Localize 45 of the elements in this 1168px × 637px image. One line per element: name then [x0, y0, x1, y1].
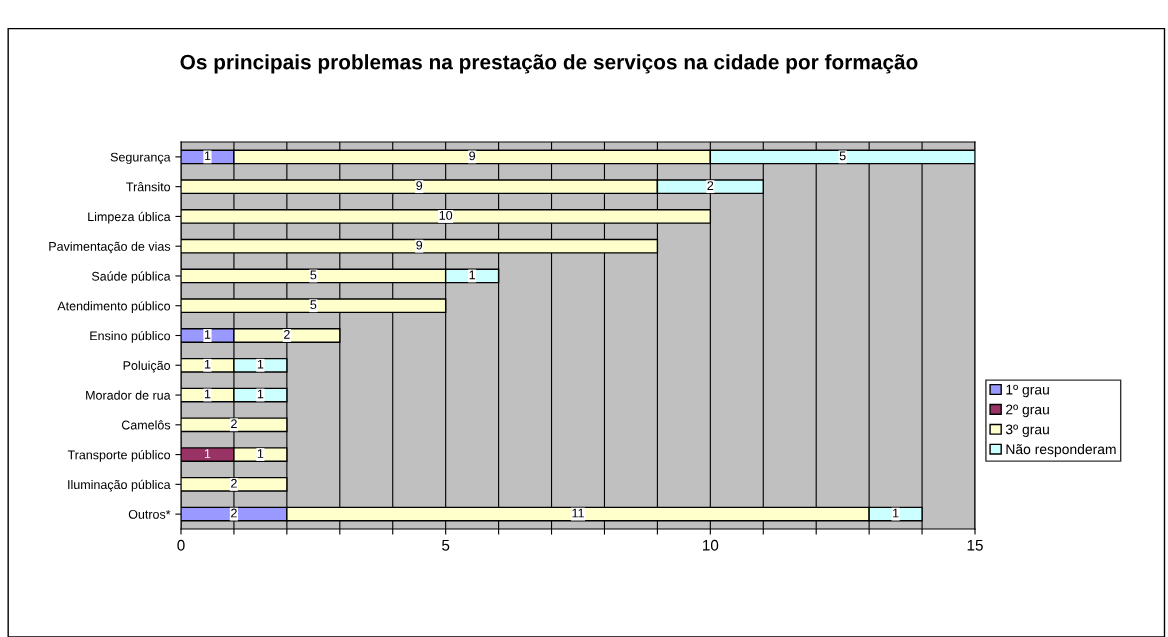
- data-label: 1: [204, 359, 211, 369]
- legend-label: Não responderam: [1006, 444, 1116, 457]
- y-tick-label: Transporte público: [67, 449, 171, 462]
- data-label: 11: [572, 508, 584, 518]
- data-label: 1: [204, 330, 211, 339]
- data-label: 2: [231, 508, 237, 518]
- y-tick-label: Segurança: [110, 152, 171, 165]
- y-tick-label: Atendimento público: [57, 301, 171, 313]
- legend-label: 3º grau: [1005, 424, 1049, 438]
- y-tick-label: Ensino público: [90, 330, 171, 343]
- y-tick-label: Poluição: [123, 360, 171, 373]
- data-label: 1: [204, 449, 211, 458]
- data-label: 2: [707, 181, 714, 190]
- y-tick-label: Pavimentação de vias: [49, 241, 171, 254]
- data-label: 1: [257, 449, 264, 458]
- y-tick-label: Trânsito: [126, 182, 171, 192]
- data-label: 9: [469, 151, 476, 161]
- legend-label: 2º grau: [1006, 404, 1049, 418]
- data-label: 2: [231, 478, 237, 488]
- data-label: 1: [204, 151, 211, 161]
- data-label: 1: [469, 270, 475, 280]
- data-label: 2: [284, 330, 290, 339]
- data-label: 1: [893, 508, 899, 518]
- y-tick-label: Outros*: [128, 509, 171, 519]
- data-label: 5: [310, 270, 317, 280]
- data-label: 9: [416, 240, 423, 250]
- data-label: 10: [439, 210, 453, 220]
- data-label: 1: [257, 359, 264, 369]
- y-tick-label: Iluminação pública: [68, 479, 171, 492]
- y-tick-label: Saúde pública: [91, 271, 171, 284]
- x-tick-label: 15: [967, 539, 983, 551]
- data-label: 9: [416, 181, 423, 191]
- x-tick-label: 0: [177, 539, 185, 551]
- x-tick-label: 5: [442, 539, 450, 551]
- data-label: 5: [839, 151, 846, 161]
- legend-label: 1º grau: [1006, 384, 1049, 398]
- y-tick-label: Limpeza ública: [88, 211, 171, 224]
- data-label: 1: [204, 389, 211, 399]
- x-tick-label: 10: [703, 539, 719, 551]
- data-label: 2: [231, 419, 237, 429]
- data-label: 5: [310, 300, 317, 310]
- data-label: 1: [257, 389, 264, 399]
- chart-title: Os principais problemas na prestação de serviços na cidade por formação: [180, 54, 918, 74]
- y-tick-label: Morador de rua: [86, 390, 171, 400]
- y-tick-label: Camelôs: [121, 420, 171, 430]
